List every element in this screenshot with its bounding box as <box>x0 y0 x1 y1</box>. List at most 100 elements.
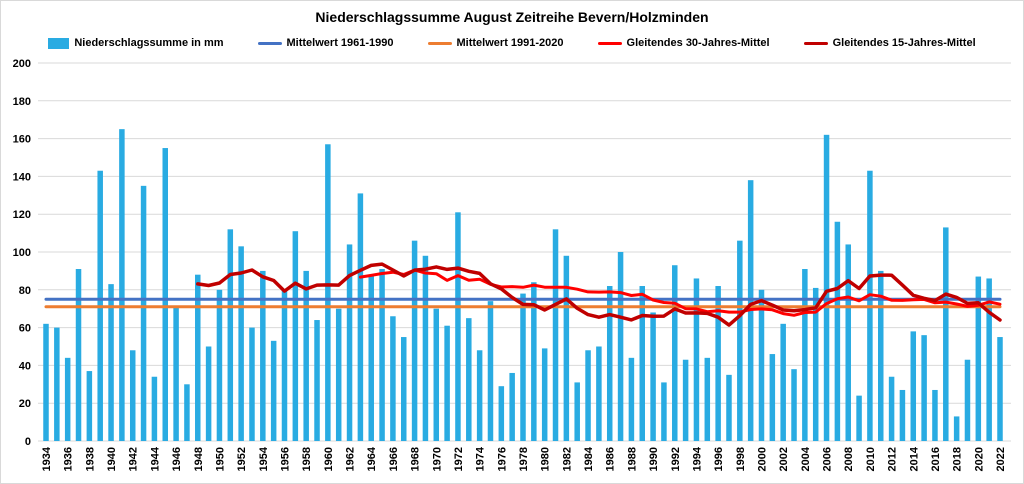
legend-line-swatch-icon <box>597 41 622 45</box>
bar-2021 <box>986 278 992 441</box>
bar-2015 <box>921 335 927 441</box>
x-axis-label-2014: 2014 <box>908 446 920 471</box>
x-axis-label-2006: 2006 <box>822 447 834 471</box>
bar-1962 <box>346 244 353 441</box>
bar-2002 <box>780 323 786 441</box>
legend-label: Gleitendes 30-Jahres-Mittel <box>626 37 770 49</box>
bar-1977 <box>509 372 515 441</box>
x-axis-label-1962: 1962 <box>345 447 357 471</box>
bar-1992 <box>672 265 678 441</box>
legend: Niederschlagssumme in mm Mittelwert 1961-… <box>1 37 1023 49</box>
bar-2009 <box>856 395 862 441</box>
y-axis-label-140: 140 <box>13 171 31 183</box>
x-axis-label-2008: 2008 <box>843 447 855 471</box>
x-axis-label-2018: 2018 <box>952 447 964 471</box>
bar-2022 <box>997 337 1003 441</box>
y-axis-label-120: 120 <box>13 209 31 221</box>
legend-item-niederschlagssumme-in-mm: Niederschlagssumme in mm <box>48 37 224 49</box>
bar-1960 <box>325 144 331 441</box>
bar-1975 <box>487 301 494 441</box>
bar-1945 <box>162 148 168 442</box>
bar-1946 <box>173 306 179 441</box>
legend-label: Niederschlagssumme in mm <box>74 37 224 49</box>
x-axis-label-2004: 2004 <box>800 446 812 471</box>
legend-bar-swatch-icon <box>48 37 70 49</box>
x-axis-label-1980: 1980 <box>540 447 552 471</box>
bar-1995 <box>704 357 711 441</box>
bar-1950 <box>216 289 223 441</box>
bar-1974 <box>476 350 483 441</box>
x-axis-label-1984: 1984 <box>583 446 595 471</box>
bar-1938 <box>86 371 93 441</box>
bar-1967 <box>401 337 407 441</box>
bar-1959 <box>314 320 320 441</box>
bar-1947 <box>184 384 190 441</box>
bar-1948 <box>195 274 201 441</box>
bar-1972 <box>455 212 461 441</box>
bar-2001 <box>769 354 776 441</box>
line-gleitendes-30-jahres-mittel <box>358 268 1002 317</box>
x-axis-label-1972: 1972 <box>453 447 465 471</box>
x-axis-label-1990: 1990 <box>648 447 660 471</box>
bar-1990 <box>650 312 656 441</box>
x-axis-label-2000: 2000 <box>757 447 769 471</box>
bar-1979 <box>531 282 537 441</box>
x-axis-label-1952: 1952 <box>236 447 248 471</box>
bar-1935 <box>54 327 60 441</box>
bar-1953 <box>249 327 255 441</box>
x-axis-label-1938: 1938 <box>84 447 96 471</box>
bar-1981 <box>552 229 559 441</box>
bar-2020 <box>975 276 982 441</box>
bar-1984 <box>585 350 591 441</box>
y-axis-label-200: 200 <box>13 58 31 70</box>
x-axis-labels: 1934 1936 1938 1940 1942 1944 1946 1948 1950 1952… <box>41 446 1007 471</box>
bar-2004 <box>802 269 808 441</box>
bar-1957 <box>292 231 299 441</box>
bar-1956 <box>281 289 288 441</box>
y-axis-label-0: 0 <box>25 436 31 448</box>
bar-1940 <box>108 284 114 441</box>
x-axis-label-1960: 1960 <box>323 447 335 471</box>
bar-1982 <box>563 255 570 441</box>
bar-1951 <box>227 229 234 441</box>
x-axis-label-1966: 1966 <box>388 447 400 471</box>
bar-1965 <box>379 269 385 441</box>
legend-item-gleitendes-30-jahres-mittel: Gleitendes 30-Jahres-Mittel <box>597 37 770 49</box>
x-axis-label-1954: 1954 <box>258 446 270 471</box>
bar-1968 <box>411 240 418 441</box>
y-axis-label-40: 40 <box>19 360 31 372</box>
bar-1944 <box>151 376 158 441</box>
bar-1985 <box>596 346 602 441</box>
legend-label: Mittelwert 1991-2020 <box>456 37 564 49</box>
bar-1978 <box>520 293 526 441</box>
bar-1993 <box>682 359 689 441</box>
bar-2014 <box>910 331 917 441</box>
y-axis-label-160: 160 <box>13 134 31 146</box>
x-axis-label-1970: 1970 <box>431 447 443 471</box>
x-axis-label-1986: 1986 <box>605 447 617 471</box>
x-axis-label-1940: 1940 <box>106 447 118 471</box>
x-axis-label-1978: 1978 <box>518 447 530 471</box>
y-axis-label-20: 20 <box>19 398 31 410</box>
bar-2019 <box>964 359 971 441</box>
x-axis-label-1946: 1946 <box>171 447 183 471</box>
y-axis-label-60: 60 <box>19 323 31 335</box>
bar-1934 <box>43 323 49 441</box>
x-axis-label-2010: 2010 <box>865 447 877 471</box>
y-axis-label-180: 180 <box>13 96 31 108</box>
bar-1966 <box>390 316 396 441</box>
legend-line-swatch-icon <box>803 41 828 45</box>
bar-2013 <box>899 389 906 441</box>
legend-label: Mittelwert 1961-1990 <box>286 37 394 49</box>
bar-1937 <box>75 269 82 441</box>
y-axis-label-100: 100 <box>13 247 31 259</box>
bar-2000 <box>758 289 765 441</box>
x-axis-label-1958: 1958 <box>301 447 313 471</box>
x-axis-label-1974: 1974 <box>475 446 487 471</box>
bar-2003 <box>791 369 797 441</box>
x-axis-label-1998: 1998 <box>735 447 747 471</box>
x-axis-label-1994: 1994 <box>691 446 703 471</box>
legend-item-gleitendes-15-jahres-mittel: Gleitendes 15-Jahres-Mittel <box>803 37 976 49</box>
x-axis-label-1992: 1992 <box>670 447 682 471</box>
